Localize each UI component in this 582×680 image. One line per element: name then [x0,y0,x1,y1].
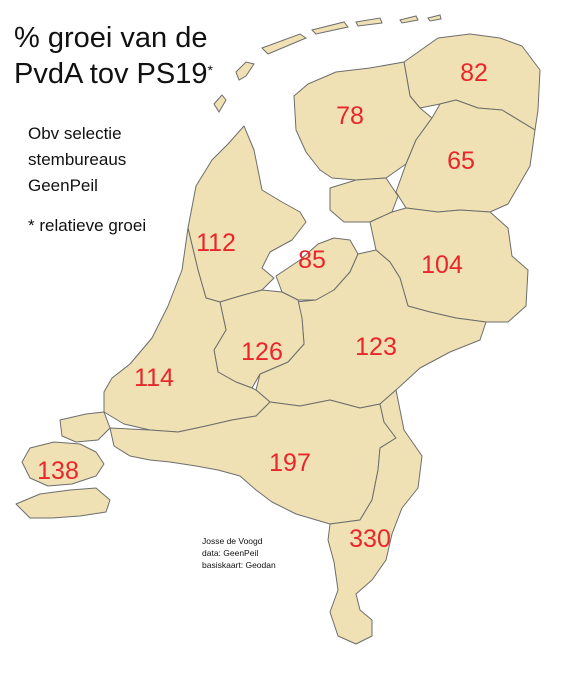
wadden-island [399,15,419,24]
title-line-2: PvdA tov PS19 [14,58,208,90]
footnote: * relatieve groei [28,216,147,235]
value-label-limburg: 330 [349,525,391,553]
credit-basemap: basiskaart: Geodan [202,560,276,570]
credit-data: data: GeenPeil [202,548,259,558]
wadden-island [235,61,255,81]
value-label-utrecht: 126 [241,338,283,366]
province-gelderland [255,249,487,409]
value-label-zuid-holland: 114 [134,364,174,392]
subtitle: Obv selectie stembureaus GeenPeil [28,121,126,199]
value-label-overijssel: 104 [421,251,463,279]
wadden-island [427,14,442,22]
credit-author: Josse de Voogd [202,536,263,546]
subtitle-line-3: GeenPeil [28,176,98,195]
title-asterisk: * [207,62,213,78]
value-label-noord-brabant: 197 [269,449,311,477]
wadden-island [355,17,383,27]
value-label-noord-holland: 112 [196,229,236,257]
wadden-island [213,94,227,113]
wadden-island [311,21,349,35]
province-zeeland [59,411,111,443]
subtitle-line-2: stembureaus [28,150,127,169]
value-label-zeeland: 138 [37,457,79,485]
value-label-drenthe: 65 [447,147,475,175]
value-label-gelderland: 123 [355,333,397,361]
province-limburg [327,389,423,645]
province-drenthe [395,99,536,213]
credits: Josse de Voogd data: GeenPeil basiskaart… [202,535,276,571]
value-label-groningen: 82 [460,59,488,87]
province-zeeland [21,441,105,487]
map-title: % groei van de PvdA tov PS19* [14,20,213,92]
title-line-1: % groei van de [14,22,208,54]
value-label-flevoland: 85 [298,246,326,274]
province-zeeland [15,487,111,519]
value-label-friesland: 78 [336,102,364,130]
wadden-island [261,33,308,55]
subtitle-line-1: Obv selectie [28,124,122,143]
